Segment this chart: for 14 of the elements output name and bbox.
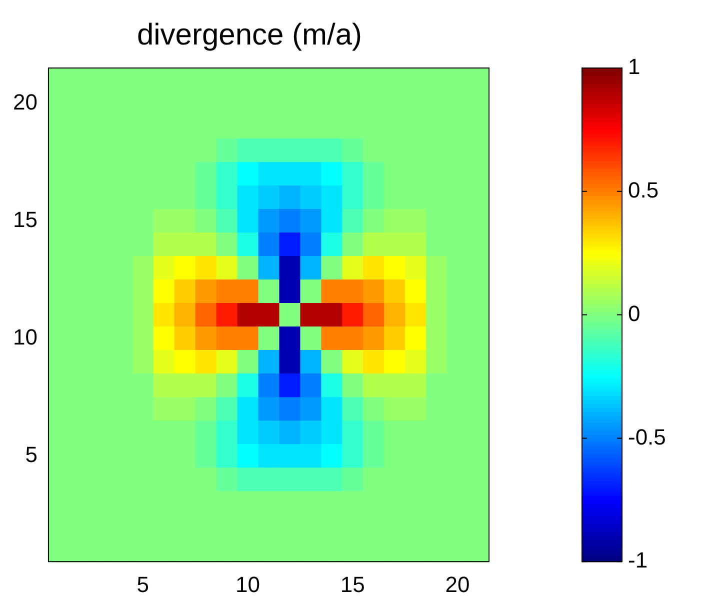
x-tick-label: 10 <box>236 572 260 597</box>
y-tick-label: 5 <box>25 442 38 467</box>
color-bar-label: -1 <box>628 548 648 573</box>
x-tick-label: 15 <box>340 572 365 597</box>
x-tick-label: 20 <box>445 572 470 597</box>
y-tick-label: 15 <box>12 206 38 232</box>
color-bar-label: -0.5 <box>628 424 666 450</box>
color-bar-label: 0.5 <box>628 177 659 202</box>
color-bar-label: 0 <box>628 300 640 326</box>
y-tick-label: 20 <box>12 89 38 114</box>
y-tick-label: 10 <box>12 324 38 350</box>
color-bar-label: 1 <box>628 54 640 80</box>
x-tick-label: 5 <box>136 572 149 597</box>
chart-title: divergence (m/a) <box>136 18 362 52</box>
